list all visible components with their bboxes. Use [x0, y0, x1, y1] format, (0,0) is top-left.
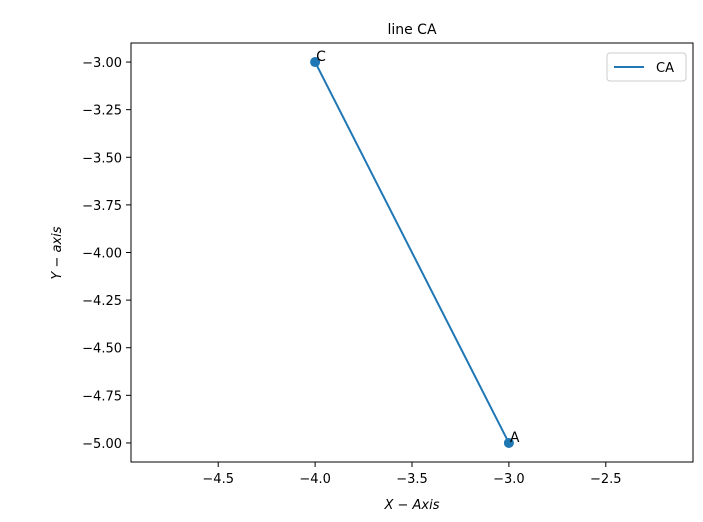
y-tick-label: −4.75	[82, 389, 122, 404]
x-tick-label: −2.5	[590, 472, 622, 487]
y-tick-label: −4.00	[82, 247, 122, 262]
y-axis-ticks: −3.00 −3.25 −3.50 −3.75 −4.00 −4.25 −4.50 −4.75…	[82, 56, 131, 452]
legend: CA	[606, 52, 687, 82]
data-point-a	[503, 437, 514, 448]
y-tick-label: −4.50	[82, 342, 122, 357]
x-tick-label: −3.5	[396, 472, 428, 487]
series-layer: CA	[310, 49, 520, 448]
point-label-c: C	[316, 49, 326, 65]
y-tick-label: −3.00	[82, 56, 122, 71]
y-tick-label: −3.25	[82, 104, 122, 119]
plot-area-frame	[130, 42, 694, 463]
x-tick-label: −4.0	[299, 472, 331, 487]
y-tick-label: −3.50	[82, 151, 122, 166]
y-tick-label: −4.25	[82, 294, 122, 309]
x-tick-label: −4.5	[202, 472, 234, 487]
legend-frame	[606, 52, 687, 82]
chart-title: line CA	[387, 22, 436, 38]
data-point-c	[310, 57, 321, 68]
x-axis-title: X − Axis	[383, 498, 439, 513]
y-tick-label: −3.75	[82, 199, 122, 214]
point-label-a: A	[510, 430, 520, 446]
y-tick-label: −5.00	[82, 437, 122, 452]
series-line-ca	[314, 61, 510, 444]
x-tick-label: −3.0	[493, 472, 525, 487]
y-axis-title: Y − axis	[50, 226, 65, 279]
x-axis-ticks: −4.5 −4.0 −3.5 −3.0 −2.5	[202, 462, 622, 487]
legend-label-ca: CA	[656, 61, 674, 76]
